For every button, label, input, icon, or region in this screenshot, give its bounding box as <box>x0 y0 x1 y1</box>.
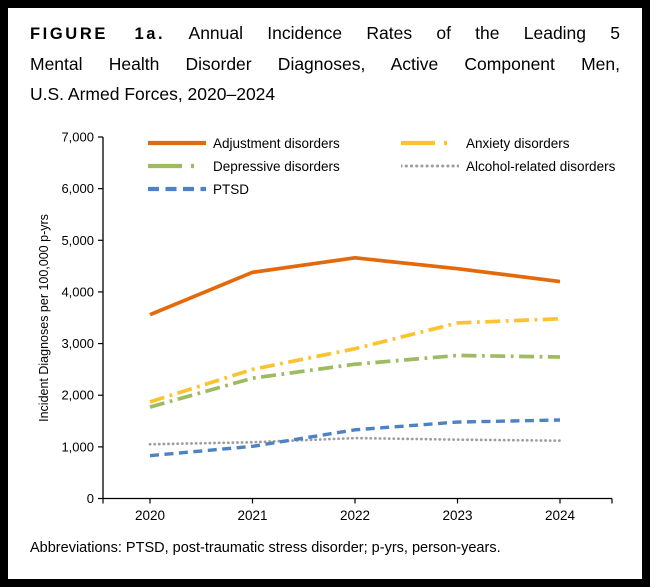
series-line-anxiety-disorders <box>149 316 561 404</box>
abbreviations-note: Abbreviations: PTSD, post-traumatic stre… <box>30 540 501 556</box>
depressive-disorders-line-icon <box>148 163 206 169</box>
y-tick-label: 0 <box>87 491 94 506</box>
title-line-1-text: Annual Incidence Rates of the Leading 5 <box>188 23 620 43</box>
legend-label: Depressive disorders <box>213 158 340 174</box>
x-tick-label: 2020 <box>135 508 165 523</box>
y-tick-label: 6,000 <box>61 181 94 196</box>
figure-panel: FIGURE 1a. Annual Incidence Rates of the… <box>8 8 642 579</box>
y-tick-label: 4,000 <box>61 284 94 299</box>
y-tick-label: 1,000 <box>61 439 94 454</box>
y-axis-title: Incident Diagnoses per 100,000 p-yrs <box>37 214 51 422</box>
y-tick-label: 7,000 <box>61 130 94 145</box>
legend-label: Adjustment disorders <box>213 135 340 151</box>
x-tick-label: 2021 <box>237 508 267 523</box>
series-line-adjustment-disorders <box>149 255 561 317</box>
legend-item-alcohol-related-disorders: Alcohol-related disorders <box>401 155 615 177</box>
legend-item-anxiety-disorders: Anxiety disorders <box>401 132 615 154</box>
legend-item-adjustment-disorders: Adjustment disorders <box>148 132 401 154</box>
x-tick-label: 2023 <box>442 508 472 523</box>
adjustment-disorders-line-icon <box>148 140 206 146</box>
incidence-line-chart: 0 1,000 2,000 3,000 4,000 5,000 6,000 7,000 2020… <box>37 130 613 523</box>
y-tick-label: 2,000 <box>61 388 94 403</box>
alcohol-related-disorders-line-icon <box>401 164 459 168</box>
x-tick-label: 2022 <box>340 508 370 523</box>
title-line-2: Mental Health Disorder Diagnoses, Active… <box>30 54 620 74</box>
legend-item-ptsd: PTSD <box>148 178 401 200</box>
series-line-depressive-disorders <box>149 353 561 409</box>
y-tick-label: 3,000 <box>61 336 94 351</box>
figure-number-label: FIGURE 1a. <box>30 25 166 43</box>
legend-label: Anxiety disorders <box>466 135 570 151</box>
ptsd-line-icon <box>148 186 206 192</box>
chart-legend: Adjustment disorders Anxiety disorders Dep… <box>148 132 615 200</box>
legend-label: Alcohol-related disorders <box>466 158 616 174</box>
series-line-alcohol-related-disorders <box>148 436 562 446</box>
figure-title: FIGURE 1a. Annual Incidence Rates of the… <box>30 18 620 109</box>
y-tick-label: 5,000 <box>61 233 94 248</box>
title-line-3: U.S. Armed Forces, 2020–2024 <box>30 84 276 104</box>
x-tick-label: 2024 <box>545 508 576 523</box>
legend-item-depressive-disorders: Depressive disorders <box>148 155 401 177</box>
title-line-1: FIGURE 1a. Annual Incidence Rates of the… <box>30 18 620 49</box>
series-line-ptsd <box>149 418 561 458</box>
anxiety-disorders-line-icon <box>401 140 459 146</box>
legend-label: PTSD <box>213 181 250 197</box>
